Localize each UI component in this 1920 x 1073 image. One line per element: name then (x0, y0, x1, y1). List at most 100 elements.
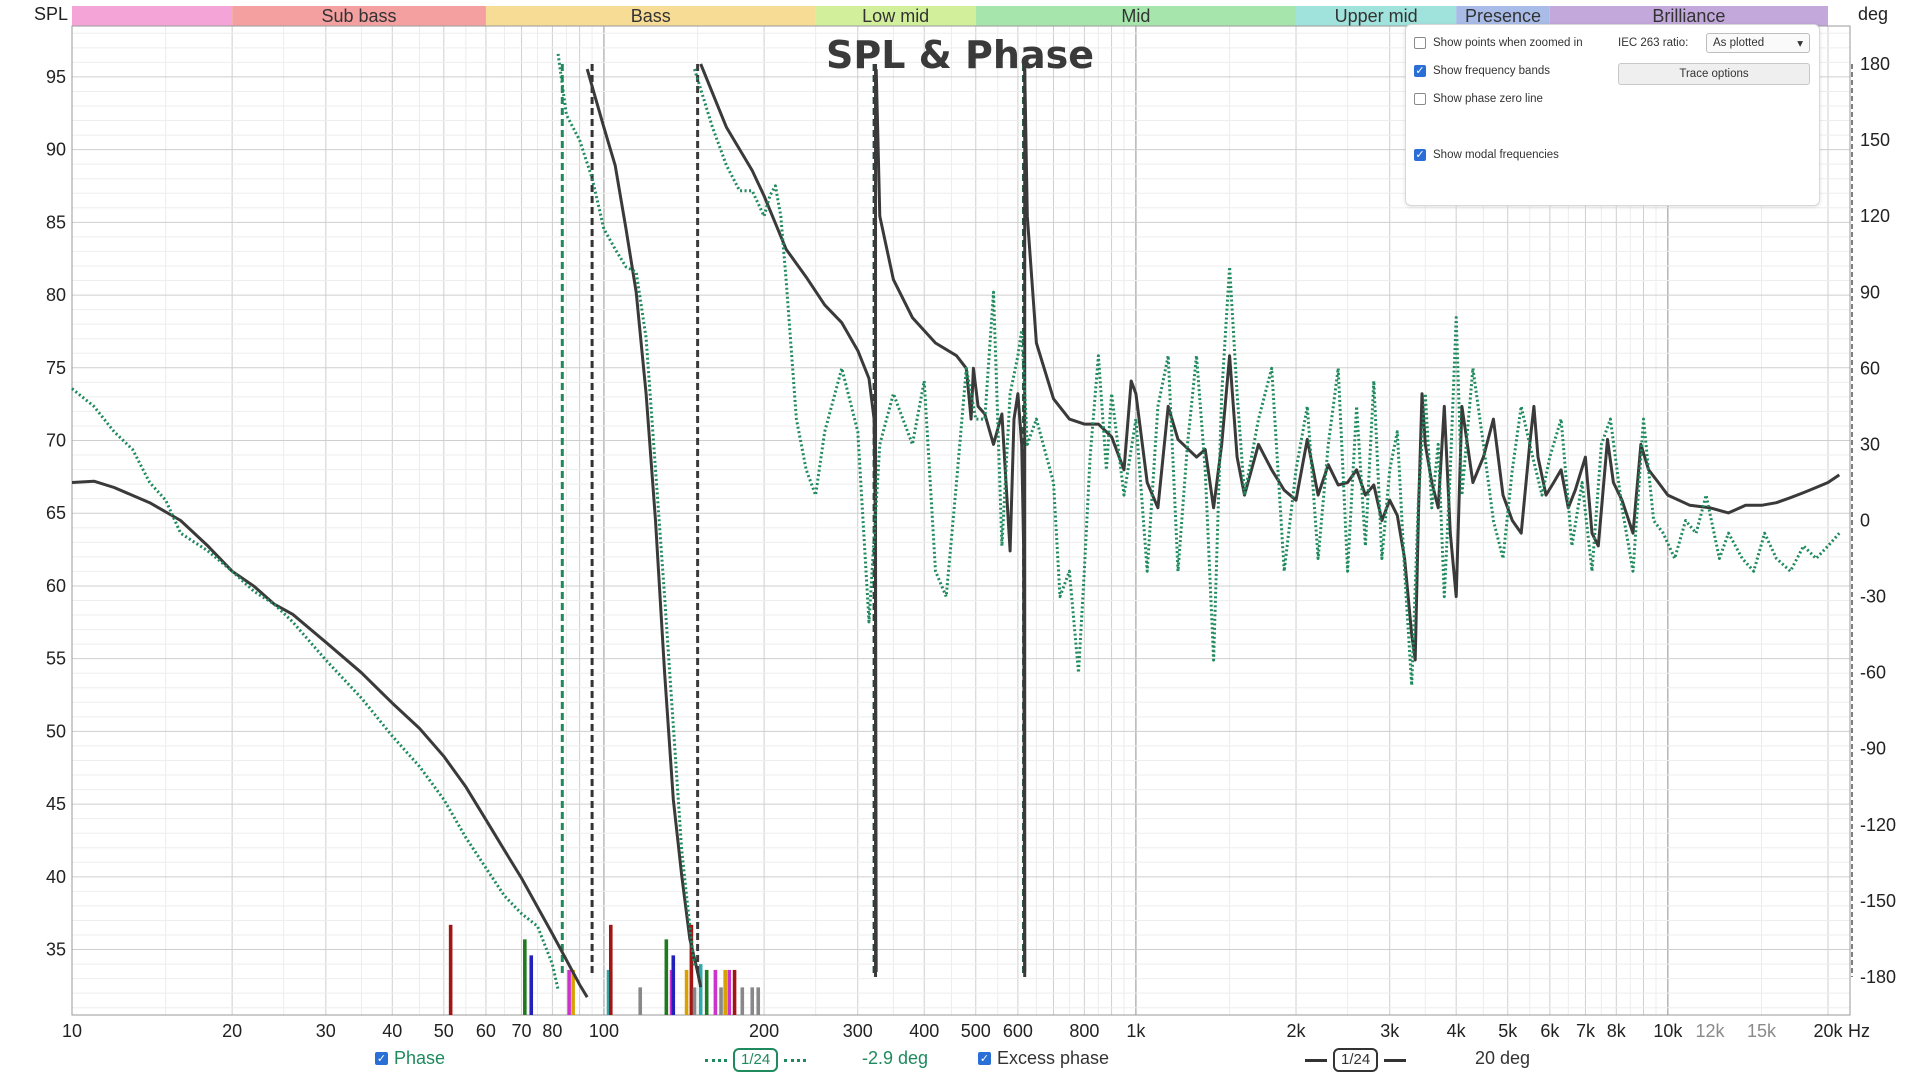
x-tick-label-7k: 7k (1576, 1021, 1596, 1041)
x-tick-label-3k: 3k (1380, 1021, 1400, 1041)
excess-phase-checkbox[interactable]: ✓ (978, 1052, 991, 1065)
trace-options-button[interactable]: Trace options (1618, 63, 1810, 85)
modal-bar-8 (664, 939, 669, 1015)
band-label-3: Low mid (862, 6, 929, 26)
y-right-tick-150: 150 (1860, 130, 1890, 150)
y-left-tick-90: 90 (46, 140, 66, 160)
y-left-tick-95: 95 (46, 67, 66, 87)
modal-bar-2 (529, 955, 534, 1015)
excess-phase-legend-toggle[interactable]: ✓ Excess phase (978, 1048, 1109, 1069)
x-tick-label-10k: 10k (1653, 1021, 1683, 1041)
modal-bar-5 (606, 969, 611, 1015)
x-tick-label-4k: 4k (1447, 1021, 1467, 1041)
show-bands-option[interactable]: ✓ Show frequency bands (1414, 65, 1550, 77)
y-right-tick-60: 60 (1860, 358, 1880, 378)
x-tick-label-60: 60 (476, 1021, 496, 1041)
y-left-tick-80: 80 (46, 285, 66, 305)
x-tick-label-400: 400 (909, 1021, 939, 1041)
excess-phase-trace-1 (585, 68, 703, 988)
band-label-5: Upper mid (1335, 6, 1418, 26)
phase-trace-0 (71, 387, 560, 990)
y-left-tick-55: 55 (46, 649, 66, 669)
modal-bar-11 (684, 969, 689, 1015)
excess-phase-trace-0 (71, 479, 589, 998)
x-tick-label-800: 800 (1069, 1021, 1099, 1041)
modal-bar-12 (689, 924, 694, 1015)
excess-smoothing-value: 1/24 (1333, 1048, 1379, 1072)
excess-phase-legend-label: Excess phase (997, 1048, 1110, 1068)
y-left-tick-40: 40 (46, 867, 66, 887)
x-tick-label-70: 70 (512, 1021, 532, 1041)
legend-bar: ✓ Phase 1/24 -2.9 deg ✓ Excess phase 1/2… (0, 1048, 1920, 1073)
modal-bar-20 (732, 969, 737, 1015)
modal-bar-23 (756, 987, 761, 1015)
band-0 (72, 6, 233, 26)
phase-smoothing-value: 1/24 (733, 1048, 779, 1072)
y-right-tick--180: -180 (1860, 967, 1896, 987)
excess-line-sample-left (1305, 1058, 1327, 1062)
band-7 (1549, 6, 1828, 26)
excess-smoothing-indicator[interactable]: 1/24 (1305, 1048, 1407, 1072)
show-points-label: Show points when zoomed in (1433, 37, 1583, 49)
show-modal-option[interactable]: ✓ Show modal frequencies (1414, 149, 1559, 161)
band-label-1: Sub bass (322, 6, 397, 26)
plot-border (71, 25, 1851, 1016)
graph-options-panel: Show points when zoomed in ✓ Show freque… (1405, 24, 1820, 206)
frequency-bands: Sub bass Bass Low mid Mid Upper mid Presence B… (72, 6, 1828, 26)
show-phase-zero-option[interactable]: Show phase zero line (1414, 93, 1543, 105)
trace-options-label: Trace options (1679, 68, 1749, 80)
modal-bar-22 (750, 987, 755, 1015)
right-axis-label: deg (1858, 4, 1888, 24)
x-tick-label-5k: 5k (1498, 1021, 1518, 1041)
modal-bar-0 (448, 924, 453, 1015)
chart-title: SPL & Phase (826, 33, 1094, 77)
excess-phase-trace-3 (874, 69, 1027, 972)
x-tick-label-2k: 2k (1287, 1021, 1307, 1041)
band-6 (1456, 6, 1550, 26)
y-right-tick-90: 90 (1860, 282, 1880, 302)
show-modal-checkbox[interactable]: ✓ (1414, 148, 1426, 161)
band-label-7: Brilliance (1652, 6, 1725, 26)
x-tick-label-6k: 6k (1540, 1021, 1560, 1041)
iec-ratio-select[interactable]: As plotted ▾ (1706, 33, 1810, 53)
x-tick-label-8k: 8k (1607, 1021, 1627, 1041)
modal-bar-17 (719, 987, 723, 1015)
band-1 (232, 6, 486, 26)
x-tick-label-15k: 15k (1747, 1021, 1777, 1041)
band-5 (1296, 6, 1457, 26)
y-right-tick-0: 0 (1860, 511, 1870, 531)
phase-smoothing-indicator[interactable]: 1/24 (705, 1048, 807, 1072)
show-points-checkbox[interactable] (1414, 37, 1426, 49)
modal-bar-19 (727, 969, 732, 1015)
modal-bar-18 (723, 969, 727, 1015)
show-points-option[interactable]: Show points when zoomed in (1414, 37, 1583, 49)
modal-bar-1 (523, 939, 527, 1015)
modal-bar-6 (608, 924, 613, 1015)
y-left-tick-50: 50 (46, 721, 66, 741)
band-4 (975, 6, 1297, 26)
band-label-2: Bass (631, 6, 671, 26)
phase-checkbox[interactable]: ✓ (375, 1052, 388, 1065)
y-right-tick--60: -60 (1860, 663, 1886, 683)
band-label-4: Mid (1121, 6, 1150, 26)
x-tick-label-80: 80 (542, 1021, 562, 1041)
show-bands-checkbox[interactable]: ✓ (1414, 64, 1426, 77)
phase-line-sample-right (784, 1058, 807, 1062)
phase-trace-1 (556, 53, 696, 967)
y-right-tick-30: 30 (1860, 434, 1880, 454)
x-tick-label-200: 200 (749, 1021, 779, 1041)
phase-legend-label: Phase (394, 1048, 446, 1068)
modal-bar-3 (567, 969, 571, 1015)
show-phase-zero-checkbox[interactable] (1414, 93, 1426, 105)
phase-trace-2 (693, 68, 1841, 687)
modal-bar-14 (698, 964, 703, 1015)
y-right-tick--90: -90 (1860, 739, 1886, 759)
y-left-tick-45: 45 (46, 794, 66, 814)
y-left-tick-65: 65 (46, 503, 66, 523)
modal-bar-4 (571, 969, 575, 1015)
band-3 (815, 6, 976, 26)
modal-bar-10 (671, 955, 676, 1015)
phase-legend-toggle[interactable]: ✓ Phase (375, 1048, 445, 1069)
phase-line-sample-left (705, 1058, 727, 1062)
chart-axes: 10 20 30 40 50 60 70 80 100 200 300 400 500 600 800 1k 2… (34, 4, 1896, 1041)
